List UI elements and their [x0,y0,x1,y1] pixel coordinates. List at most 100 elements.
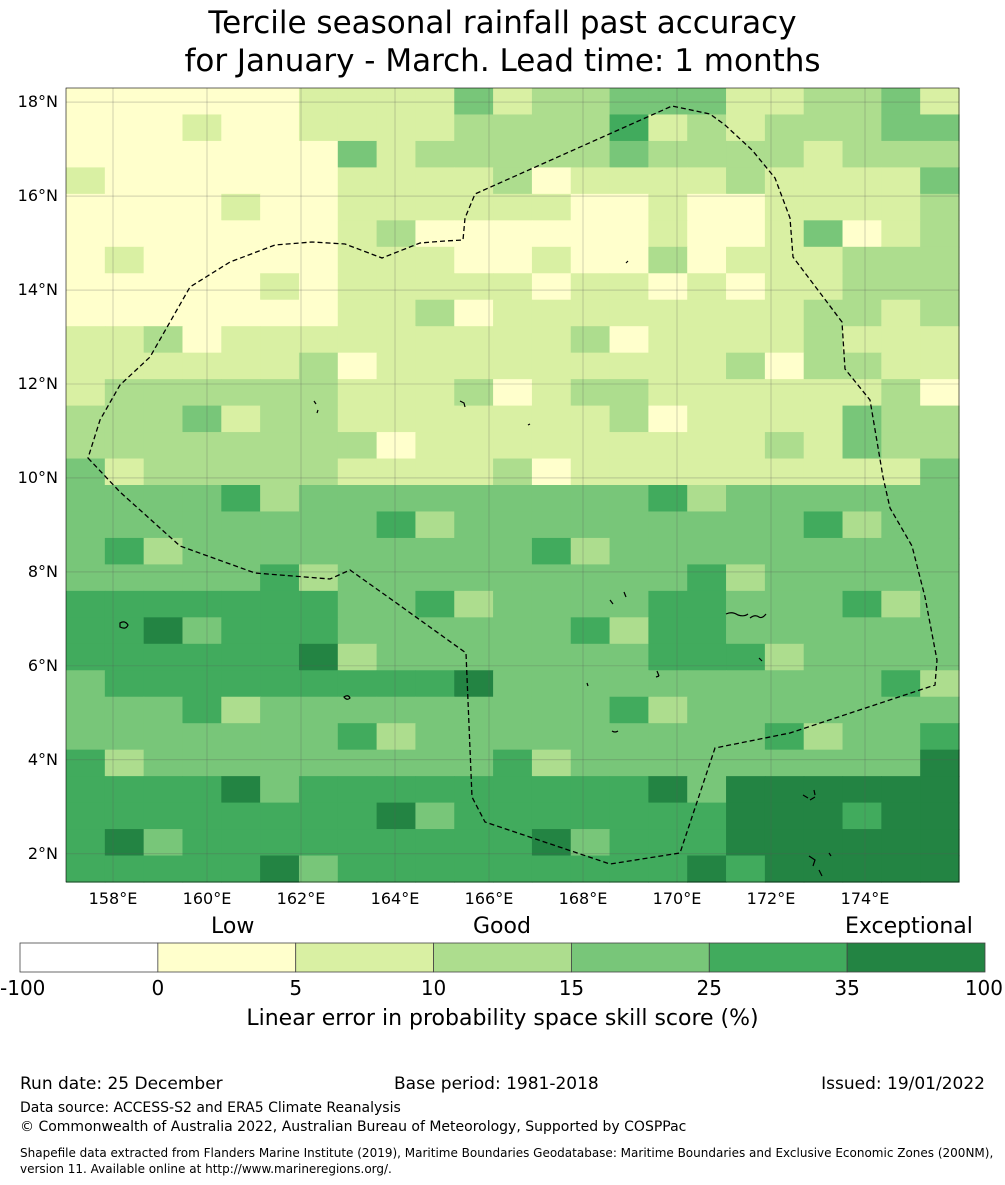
grid-cell [143,326,184,354]
grid-cell [531,273,572,301]
category-low: Low [211,914,255,939]
grid-cell [104,511,145,539]
grid-cell [803,273,844,301]
grid-cell [920,643,960,671]
grid-cell [415,643,455,671]
grid-cell [842,114,882,142]
grid-cell [376,643,417,671]
grid-cell [726,802,766,830]
grid-cell [260,379,300,407]
category-exceptional: Exceptional [845,914,973,939]
grid-cell [415,326,455,354]
island [611,730,619,733]
grid-cell [920,485,960,513]
grid-cell [415,723,455,751]
grid-cell [842,590,882,618]
grid-cell [454,432,494,460]
grid-cell [920,511,960,539]
grid-cell [376,670,417,698]
grid-cell [803,458,844,486]
run-date: Run date: 25 December [20,1074,223,1094]
lat-tick-label: 16°N [17,186,58,206]
grid-cell [726,246,766,274]
grid-cell [143,220,184,248]
grid-cell [454,246,494,274]
grid-cell [570,405,611,433]
grid-cell [648,299,688,327]
grid-cell [920,379,960,407]
grid-cell [66,617,106,645]
grid-cell [920,88,960,116]
grid-cell [842,802,882,830]
grid-cell [764,802,805,830]
grid-cell [143,485,184,513]
grid-cell [454,485,494,513]
grid-cell [881,749,921,777]
grid-cell [764,829,805,857]
grid-cell [143,432,184,460]
grid-cell [842,458,882,486]
grid-cell [570,617,611,645]
grid-cell [493,511,533,539]
grid-cell [493,326,533,354]
grid-cell [687,776,727,804]
grid-cell [531,485,572,513]
grid-cell [182,167,222,195]
grid-cell [298,379,339,407]
grid-cell [842,855,882,883]
grid-cell [337,405,378,433]
grid-cell [920,246,960,274]
grid-cell [493,564,533,592]
grid-cell [803,776,844,804]
grid-cell [920,326,960,354]
lon-tick-label: 170°E [652,889,702,908]
grid-cell [66,326,106,354]
grid-cell [337,776,378,804]
island [749,613,767,619]
grid-cell [648,114,688,142]
grid-cell [493,670,533,698]
lon-tick-label: 168°E [558,889,608,908]
grid-cell [764,537,805,565]
island [808,855,823,877]
grid-cell [920,723,960,751]
grid-cell [454,696,494,724]
grid-cell [66,432,106,460]
grid-cell [842,299,882,327]
grid-cell [881,829,921,857]
grid-cell [415,564,455,592]
grid-cell [104,749,145,777]
grid-cell [454,776,494,804]
grid-cell [143,590,184,618]
grid-cell [726,511,766,539]
grid-cell [609,220,649,248]
grid-cell [570,485,611,513]
lat-tick-label: 2°N [27,843,58,863]
grid-cell [687,590,727,618]
grid-cell [920,352,960,380]
grid-cell [570,88,611,116]
grid-cell [221,114,261,142]
island [459,400,466,408]
grid-cell [609,193,649,221]
shapefile-credit-2: version 11. Available online at http://w… [20,1162,392,1176]
grid-cell [842,193,882,221]
grid-cell [66,723,106,751]
grid-cell [66,273,106,301]
grid-cell [842,776,882,804]
grid-cell [182,405,222,433]
grid-cell [376,590,417,618]
grid-cell [764,299,805,327]
grid-cell [104,246,145,274]
grid-cell [570,273,611,301]
grid-cell [493,220,533,248]
grid-cell [337,537,378,565]
grid-cell [920,670,960,698]
grid-cell [920,432,960,460]
grid-cell [687,379,727,407]
grid-cell [609,379,649,407]
grid-cell [842,326,882,354]
grid-cell [143,140,184,168]
grid-cell [493,829,533,857]
grid-cell [182,590,222,618]
